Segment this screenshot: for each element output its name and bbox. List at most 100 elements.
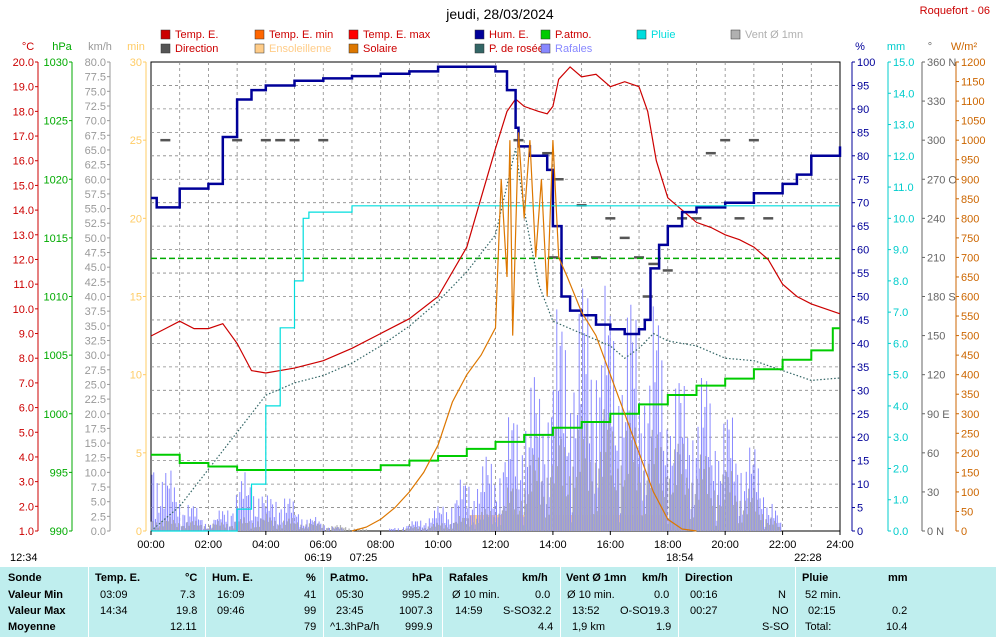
y-tick-label: 50 — [857, 292, 869, 304]
y-tick-label: 100 — [857, 57, 875, 69]
y-tick-label: 20 — [857, 432, 869, 444]
y-tick-label: 330 — [927, 96, 945, 108]
y-tick-label: 65 — [857, 221, 869, 233]
y-tick-label: 2.0 — [893, 463, 908, 475]
y-tick-label: 5.0 — [19, 427, 34, 439]
rain-max: 0.2 — [892, 605, 908, 617]
y-tick-label: 3.0 — [19, 477, 34, 489]
x-tick-label: 18:00 — [654, 539, 682, 551]
y-tick-label: 20 — [130, 213, 142, 225]
y-tick-label: 350 — [961, 389, 979, 401]
y-tick-label: 20.0 — [13, 57, 34, 69]
x-tick-label: 12:00 — [482, 539, 510, 551]
hum-unit: % — [306, 572, 316, 584]
station-name: Roquefort - 06 — [920, 5, 990, 17]
temp-max: 19.8 — [176, 605, 198, 617]
sun-event-label: 22:28 — [794, 552, 822, 564]
x-tick-label: 24:00 — [826, 539, 854, 551]
y-tick-label: 6.0 — [19, 403, 34, 415]
legend-swatch — [348, 29, 359, 40]
y-tick-label: 11.0 — [13, 279, 34, 291]
y-tick-label: 1000 — [961, 135, 985, 147]
y-tick-label: 2.0 — [19, 501, 34, 513]
y-tick-label: 950 — [961, 155, 979, 167]
y-tick-label: 95 — [857, 80, 869, 92]
y-tick-label: 10.0 — [13, 304, 34, 316]
y-tick-label: 150 — [961, 467, 979, 479]
y-tick-label: 1030 — [44, 57, 68, 69]
y-tick-label: 10.0 — [85, 467, 106, 479]
y-tick-label: 30 — [927, 487, 939, 499]
y-tick-label: 42.5 — [85, 277, 106, 289]
y-tick-label: 0 — [136, 526, 142, 538]
y-tick-label: 6.0 — [893, 338, 908, 350]
y-tick-label: 550 — [961, 311, 979, 323]
legend-label: Rafales — [555, 43, 593, 55]
wind-max: 19.3 — [648, 605, 670, 617]
hum-avg: 79 — [304, 621, 317, 633]
y-tick-label: 15.0 — [85, 438, 106, 450]
y-tick-label: 45.0 — [85, 262, 106, 274]
y-tick-label: 75 — [857, 174, 869, 186]
temp-avg: 12.11 — [170, 621, 197, 633]
y-tick-label: 15 — [130, 292, 142, 304]
y-tick-label: 4.0 — [893, 401, 908, 413]
legend: Temp. E. Temp. E. min Temp. E. max Hum. E. P… — [160, 29, 803, 55]
y-tick-label: 12.0 — [13, 254, 34, 266]
y-tick-label: 30 — [130, 57, 142, 69]
y-axis-unit: °C — [22, 41, 34, 53]
y-tick-label: 40 — [857, 338, 869, 350]
press-min: 995.2 — [402, 589, 430, 601]
y-tick-label: 5 — [857, 503, 863, 515]
y-tick-label: 0 N — [927, 526, 944, 538]
y-tick-label: 52.5 — [85, 218, 106, 230]
x-tick-label: 06:00 — [309, 539, 337, 551]
temp-unit: °C — [185, 572, 198, 584]
y-tick-label: 47.5 — [85, 248, 106, 260]
gust-max-time: 14:59 — [455, 605, 483, 617]
y-tick-label: 9.0 — [893, 245, 908, 257]
y-tick-label: 7.0 — [19, 378, 34, 390]
temp-min: 7.3 — [180, 589, 196, 601]
press-title: P.atmo. — [330, 572, 369, 584]
dir-max: NO — [772, 605, 789, 617]
y-tick-label: 400 — [961, 370, 979, 382]
y-tick-label: 60.0 — [85, 174, 106, 186]
row-label-max: Valeur Max — [8, 605, 66, 617]
y-tick-label: 75.0 — [85, 86, 106, 98]
y-tick-label: 995 — [50, 467, 68, 479]
y-tick-label: 22.5 — [85, 394, 106, 406]
y-tick-label: 0 — [857, 526, 863, 538]
y-tick-label: 8.0 — [19, 353, 34, 365]
y-tick-label: 50.0 — [85, 233, 106, 245]
y-tick-label: 0.0 — [893, 526, 908, 538]
y-tick-label: 300 — [961, 409, 979, 421]
y-tick-label: 1200 — [961, 57, 985, 69]
rain-min-label: 52 min. — [805, 589, 842, 601]
grid — [150, 61, 841, 532]
legend-label: Hum. E. — [489, 29, 529, 41]
legend-swatch — [254, 29, 265, 40]
legend-swatch — [730, 29, 741, 40]
hum-max-time: 09:46 — [217, 605, 245, 617]
y-tick-label: 180 S — [927, 292, 956, 304]
y-tick-label: 1015 — [44, 233, 68, 245]
chart-title: jeudi, 28/03/2024 — [445, 6, 554, 22]
series-temp-e- — [150, 66, 841, 374]
y-tick-label: 60 — [857, 245, 869, 257]
y-tick-label: 3.0 — [893, 432, 908, 444]
row-label-min: Valeur Min — [8, 589, 64, 601]
y-tick-label: 450 — [961, 350, 979, 362]
temp-title: Temp. E. — [95, 572, 141, 584]
y-tick-label: 200 — [961, 448, 979, 460]
wind-min-label: Ø 10 min. — [567, 589, 615, 601]
series-hum-e- — [151, 65, 842, 336]
y-axis-unit: W/m² — [951, 41, 978, 53]
legend-label: Vent Ø 1mn — [745, 29, 803, 41]
y-tick-label: 1000 — [44, 409, 68, 421]
hum-min: 41 — [304, 589, 317, 601]
y-tick-label: 18.0 — [13, 106, 34, 118]
legend-swatch — [540, 43, 551, 54]
y-axis-unit: ° — [928, 41, 932, 53]
x-tick-label: 10:00 — [424, 539, 452, 551]
